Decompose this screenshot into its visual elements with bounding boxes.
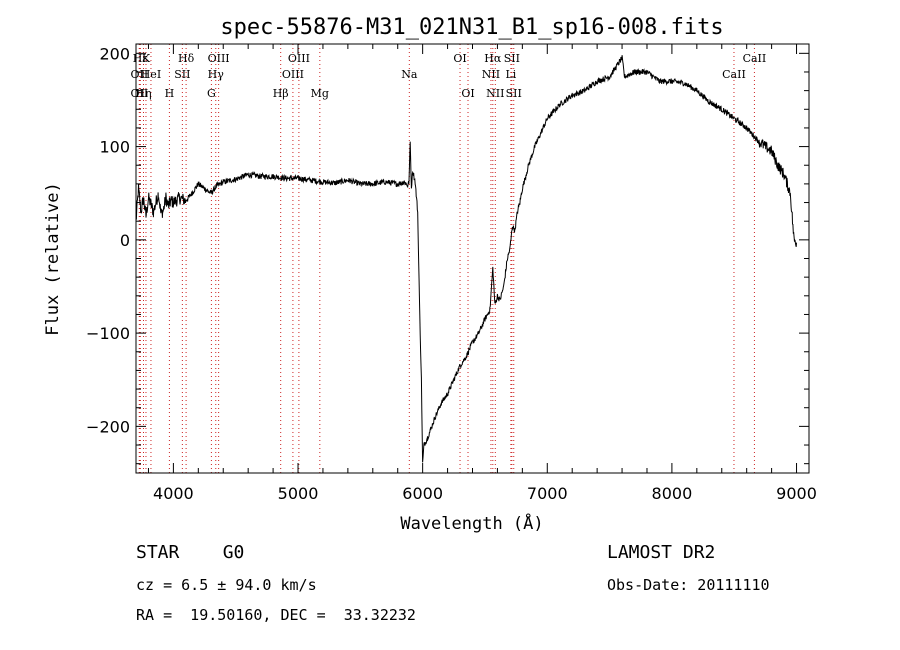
line-label: Hε — [133, 52, 149, 65]
line-label: Hα — [484, 52, 502, 65]
line-label: Hη — [135, 87, 151, 100]
line-label: Mg — [311, 87, 329, 100]
spectrum-line — [135, 55, 797, 463]
x-tick-label: 8000 — [652, 484, 693, 503]
line-label: Hγ — [208, 68, 225, 81]
x-tick-label: 6000 — [402, 484, 443, 503]
redshift-velocity: cz = 6.5 ± 94.0 km/s — [136, 576, 317, 594]
axis-ticks: 4000 5000 6000 7000 8000 9000 −200 −100 0 100 200 — [86, 44, 817, 503]
observation-date: Obs-Date: 20111110 — [607, 576, 770, 594]
line-label: Hδ — [178, 52, 195, 65]
y-axis-label: Flux (relative) — [43, 182, 63, 336]
y-tick-label: −200 — [86, 417, 130, 436]
x-axis-label: Wavelength (Å) — [400, 512, 543, 534]
y-tick-label: 0 — [120, 231, 130, 250]
line-label: CaII — [743, 52, 767, 65]
x-tick-label: 4000 — [153, 484, 194, 503]
y-tick-label: 200 — [99, 44, 130, 63]
x-tick-label: 5000 — [278, 484, 319, 503]
line-label: K — [142, 52, 151, 65]
x-tick-label: 9000 — [776, 484, 817, 503]
line-label: OIII — [208, 52, 230, 65]
y-tick-label: −100 — [86, 324, 130, 343]
line-label: Na — [401, 68, 418, 81]
line-label: CaII — [722, 68, 746, 81]
line-label: OI — [461, 87, 474, 100]
y-tick-label: 100 — [99, 138, 130, 157]
plot-frame — [135, 43, 810, 474]
line-label: SII — [506, 87, 522, 100]
line-label: OII — [131, 87, 149, 100]
line-label: Hβ — [273, 87, 289, 100]
line-label: Li — [505, 68, 516, 81]
spectrum-series — [135, 55, 797, 463]
plot-axes — [135, 43, 810, 474]
spectral-line-markers — [138, 44, 755, 473]
x-tick-label: 7000 — [527, 484, 568, 503]
line-label: NII — [486, 87, 504, 100]
line-label: OIII — [282, 68, 304, 81]
line-label: OII — [131, 68, 149, 81]
line-label: NII — [482, 68, 500, 81]
line-label: OIII — [288, 52, 310, 65]
object-class: STAR G0 — [136, 542, 245, 563]
survey-name: LAMOST DR2 — [607, 542, 716, 563]
line-label: HeI — [141, 68, 161, 81]
line-label: SII — [174, 68, 190, 81]
line-label: H — [165, 87, 175, 100]
line-label: OI — [453, 52, 466, 65]
line-label: SII — [504, 52, 520, 65]
chart-title: spec-55876-M31_021N31_B1_sp16-008.fits — [220, 15, 723, 40]
line-label: G — [207, 87, 216, 100]
sky-coordinates: RA = 19.50160, DEC = 33.32232 — [136, 606, 416, 624]
